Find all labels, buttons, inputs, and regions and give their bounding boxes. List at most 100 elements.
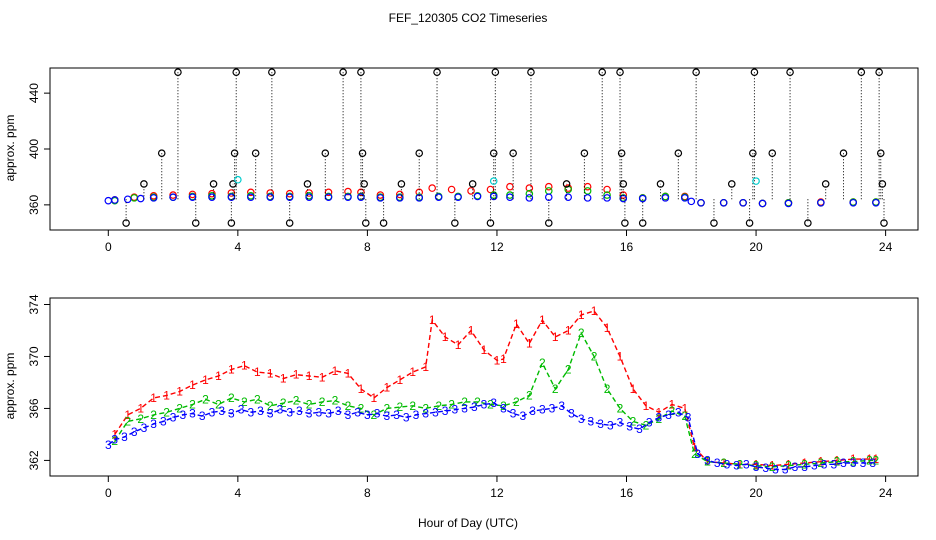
top-point-blue <box>489 192 498 201</box>
bottom-series-marker-3: 3 <box>529 404 536 418</box>
bottom-series-marker-3: 3 <box>694 447 701 461</box>
top-point-blue <box>123 195 132 204</box>
bottom-series-marker-1: 1 <box>383 381 390 395</box>
top-y-tick-label: 400 <box>27 139 41 159</box>
bottom-series-marker-3: 3 <box>860 456 867 470</box>
bottom-series-marker-3: 3 <box>189 407 196 421</box>
bottom-series-marker-3: 3 <box>461 401 468 415</box>
bottom-series-marker-2: 2 <box>163 405 170 419</box>
bottom-series-marker-3: 3 <box>209 405 216 419</box>
top-point-red <box>506 182 514 191</box>
bottom-series-marker-1: 1 <box>539 313 546 327</box>
bottom-series-marker-3: 3 <box>607 418 614 432</box>
top-point-black <box>878 180 887 188</box>
top-point-blue <box>415 194 424 202</box>
bottom-series-marker-1: 1 <box>704 455 711 469</box>
bottom-series-marker-2: 2 <box>720 456 727 470</box>
bottom-series-marker-3: 3 <box>792 460 799 474</box>
bottom-series-marker-1: 1 <box>228 362 235 376</box>
top-point-black <box>140 180 148 188</box>
bottom-series-marker-1: 1 <box>500 352 507 366</box>
bottom-series-marker-3: 3 <box>141 421 148 435</box>
top-point-black <box>358 149 367 157</box>
top-point-blue <box>784 199 793 208</box>
bottom-y-axis-label: approx. ppm <box>3 353 17 420</box>
bottom-series-marker-3: 3 <box>354 405 361 419</box>
bottom-series-marker-1: 1 <box>617 349 624 363</box>
bottom-series-marker-3: 3 <box>578 412 585 426</box>
bottom-series-marker-1: 1 <box>578 308 585 322</box>
bottom-series-marker-3: 3 <box>345 408 352 422</box>
top-point-black <box>857 68 866 76</box>
bottom-x-tick-label: 20 <box>749 486 763 500</box>
bottom-series-marker-2: 2 <box>111 434 118 448</box>
bottom-series-marker-2: 2 <box>513 395 520 409</box>
top-point-black <box>232 68 241 76</box>
bottom-series-marker-2: 2 <box>383 401 390 415</box>
chart-title: FEF_120305 CO2 Timeseries <box>389 11 548 25</box>
top-point-black <box>710 219 718 227</box>
top-point-blue <box>266 193 275 201</box>
top-point-black <box>616 68 624 76</box>
bottom-series-marker-3: 3 <box>714 456 721 470</box>
top-point-black <box>839 149 848 157</box>
bottom-series-marker-2: 2 <box>565 362 572 376</box>
bottom-series-marker-2: 2 <box>150 408 157 422</box>
top-point-cyan <box>752 177 760 185</box>
bottom-x-tick-label: 24 <box>879 486 893 500</box>
bottom-series-marker-2: 2 <box>817 456 824 470</box>
top-point-red <box>188 190 197 199</box>
bottom-series-marker-1: 1 <box>643 399 650 413</box>
bottom-series-marker-1: 1 <box>630 382 637 396</box>
bottom-series-marker-3: 3 <box>704 453 711 467</box>
bottom-series-marker-2: 2 <box>785 459 792 473</box>
bottom-series-marker-1: 1 <box>801 456 808 470</box>
bottom-series-marker-2: 2 <box>176 401 183 415</box>
top-point-red <box>305 189 313 197</box>
top-point-blue <box>849 198 858 207</box>
bottom-series-marker-3: 3 <box>403 411 410 425</box>
bottom-series-marker-2: 2 <box>681 409 688 423</box>
top-x-tick-label: 0 <box>105 240 112 254</box>
top-point-red <box>247 188 255 197</box>
top-point-blue <box>376 194 385 202</box>
bottom-series-marker-1: 1 <box>834 453 841 467</box>
top-point-blue <box>544 193 553 201</box>
top-x-tick-label: 16 <box>620 240 634 254</box>
bottom-series-marker-3: 3 <box>105 438 112 452</box>
bottom-series-line-1 <box>114 310 876 467</box>
bottom-series-marker-2: 2 <box>539 356 546 370</box>
bottom-series-marker-1: 1 <box>737 457 744 471</box>
top-point-black <box>468 180 477 188</box>
bottom-series-marker-2: 2 <box>552 382 559 396</box>
bottom-series-marker-2: 2 <box>526 388 533 402</box>
bottom-series-marker-2: 2 <box>371 408 378 422</box>
bottom-series-marker-3: 3 <box>286 405 293 419</box>
bottom-series-marker-2: 2 <box>332 394 339 408</box>
top-point-red <box>208 189 216 198</box>
top-point-blue <box>188 193 197 201</box>
top-point-green <box>506 191 514 199</box>
bottom-series-marker-2: 2 <box>801 457 808 471</box>
top-point-black <box>619 180 628 188</box>
bottom-series-marker-1: 1 <box>215 369 222 383</box>
bottom-series-marker-1: 1 <box>785 457 792 471</box>
bottom-series-marker-2: 2 <box>461 395 468 409</box>
bottom-series-marker-2: 2 <box>267 399 274 413</box>
top-point-black <box>451 219 459 227</box>
bottom-x-tick-label: 0 <box>105 486 112 500</box>
top-point-black <box>268 68 276 76</box>
bottom-series-marker-2: 2 <box>124 414 131 428</box>
bottom-series-marker-1: 1 <box>817 455 824 469</box>
top-point-black <box>875 68 883 76</box>
top-point-black <box>804 219 812 227</box>
top-x-tick-label: 8 <box>364 240 371 254</box>
bottom-series-marker-3: 3 <box>733 459 740 473</box>
top-point-black <box>491 68 500 76</box>
top-point-black <box>786 68 794 76</box>
top-point-blue <box>719 198 728 207</box>
bottom-series-marker-1: 1 <box>669 398 676 412</box>
bottom-series-marker-2: 2 <box>189 398 196 412</box>
bottom-series-marker-1: 1 <box>176 385 183 399</box>
